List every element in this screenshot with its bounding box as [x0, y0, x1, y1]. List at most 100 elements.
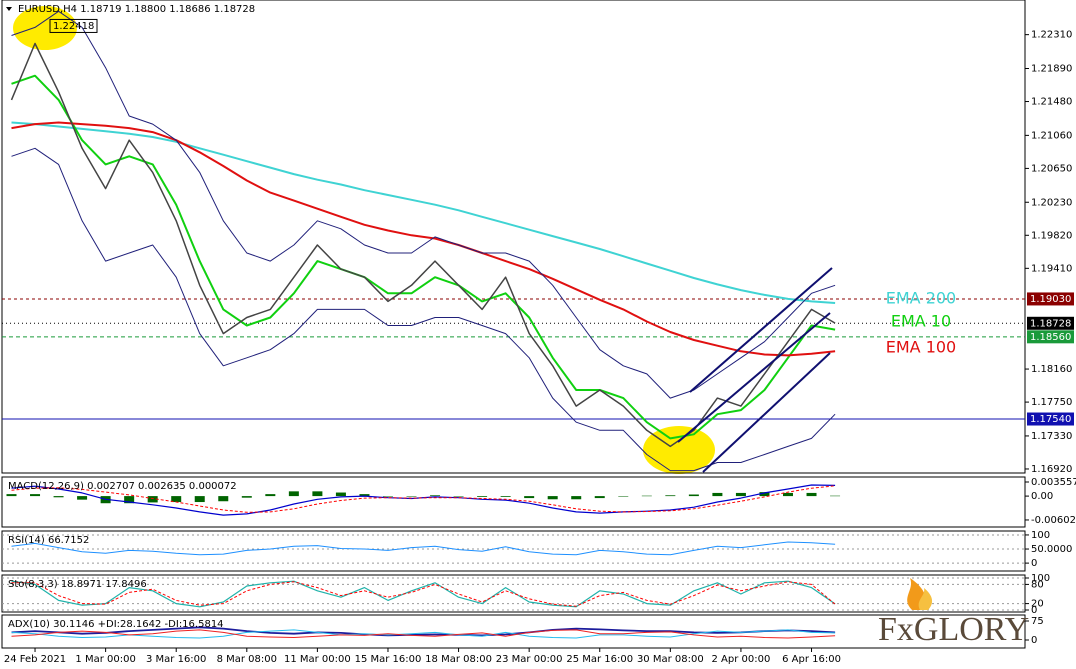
series-line — [11, 580, 836, 608]
histogram-bar — [30, 494, 41, 497]
annotation-box — [49, 18, 98, 33]
panel-title: EURUSD,H4 1.18719 1.18800 1.18686 1.1872… — [18, 4, 255, 15]
trend-channel — [677, 267, 833, 473]
y-tick-label: 1.17750 — [1031, 397, 1072, 408]
level-label-box — [1027, 330, 1074, 344]
histogram-bar — [430, 495, 441, 497]
panel: 100 50.0000 0 RSI(14) 66.7152 — [1, 530, 1072, 572]
level-label: 1.18728 — [1030, 318, 1071, 329]
y-tick-label: 1.21060 — [1031, 130, 1072, 141]
x-tick-label: 30 Mar 08:00 — [637, 654, 704, 665]
series-line — [11, 74, 836, 440]
y-tick-label: 1.21890 — [1031, 63, 1072, 74]
highlight — [13, 6, 77, 50]
panel-title: ADX(10) 30.1146 +DI:28.1642 -DI:16.5814 — [8, 619, 224, 630]
panel-title: Sto(8,3,3) 18.8971 17.8496 — [8, 579, 147, 590]
panel-title: RSI(14) 66.7152 — [8, 535, 89, 546]
histogram-bar — [547, 496, 558, 500]
series-line — [11, 629, 836, 639]
series-line — [11, 581, 836, 607]
panel: 75 0 ADX(10) 30.1146 +DI:28.1642 -DI:16.58… — [1, 614, 1044, 649]
panel-title: MACD(12,26,9) 0.002707 0.002635 0.000072 — [8, 481, 237, 492]
level-label: 1.17540 — [1030, 414, 1071, 425]
y-tick-label: 75 — [1031, 616, 1044, 627]
x-tick-label: 1 Mar 00:00 — [75, 654, 135, 665]
title-marker — [6, 7, 12, 11]
channel-line — [689, 267, 833, 393]
panel-frame — [1, 476, 1026, 528]
x-tick-label: 23 Mar 00:00 — [496, 654, 563, 665]
x-tick-label: 3 Mar 16:00 — [146, 654, 206, 665]
channel-line — [677, 312, 831, 443]
histogram-bar — [641, 495, 652, 497]
y-tick-label: 0 — [1031, 635, 1037, 646]
legend-entry: EMA 10 — [891, 312, 951, 331]
level-label-box — [1027, 412, 1074, 426]
level-label-box — [1027, 292, 1074, 306]
y-tick-label: 0 — [1031, 605, 1037, 616]
histogram-bar — [6, 494, 17, 497]
x-tick-label: 11 Mar 00:00 — [284, 654, 351, 665]
x-tick-label: 18 Mar 08:00 — [425, 654, 492, 665]
y-tick-label: 20 — [1031, 599, 1044, 610]
histogram-bar — [806, 492, 817, 497]
y-tick-label: 0.003557 — [1031, 477, 1076, 488]
y-tick-label: 1.20650 — [1031, 163, 1072, 174]
y-tick-label: 1.20230 — [1031, 197, 1072, 208]
x-tick-label: 25 Mar 16:00 — [566, 654, 633, 665]
panel-frame — [1, 574, 1026, 613]
histogram-bar — [594, 496, 605, 499]
legend-entry: EMA 100 — [886, 338, 956, 357]
x-tick-label: 15 Mar 16:00 — [355, 654, 422, 665]
legend-entry: EMA 200 — [886, 289, 956, 308]
histogram-bar — [382, 496, 393, 497]
histogram-bar — [288, 491, 299, 497]
y-tick-label: 1.22310 — [1031, 30, 1072, 41]
histogram-bar — [241, 496, 252, 498]
level-label-box — [1027, 316, 1074, 330]
histogram-bar — [359, 494, 370, 497]
panel: 0.003557 0.00 -0.006024 MACD(12,26,9) 0.002… — [1, 476, 1076, 528]
x-tick-label: 8 Mar 08:00 — [217, 654, 277, 665]
series-line — [11, 485, 836, 513]
y-tick-label: 1.17330 — [1031, 431, 1072, 442]
y-tick-label: 1.16920 — [1031, 464, 1072, 475]
histogram-bar — [265, 494, 276, 497]
y-tick-label: 80 — [1031, 579, 1044, 590]
y-tick-label: 1.19410 — [1031, 263, 1072, 274]
y-tick-label: 100 — [1031, 530, 1050, 541]
series-line — [11, 121, 836, 304]
flame-icon — [918, 588, 933, 610]
histogram-bar — [194, 496, 205, 503]
histogram-bar — [830, 495, 841, 497]
level-label: 1.18560 — [1030, 332, 1071, 343]
x-tick-label: 24 Feb 2021 — [4, 654, 66, 665]
histogram-bar — [759, 492, 770, 497]
y-tick-label: -0.006024 — [1031, 515, 1076, 526]
panel-frame — [1, 530, 1026, 572]
series-line — [11, 121, 836, 357]
histogram-bar — [53, 496, 64, 498]
y-tick-label: 1.21480 — [1031, 97, 1072, 108]
histogram-bar — [124, 496, 135, 504]
series-line — [11, 484, 836, 516]
histogram-bar — [218, 496, 229, 502]
histogram-bar — [406, 496, 417, 497]
highlight — [643, 426, 715, 474]
series-line — [11, 147, 836, 472]
histogram-bar — [665, 495, 676, 497]
level-label: 1.19030 — [1030, 294, 1071, 305]
histogram-bar — [335, 492, 346, 497]
series-line — [11, 626, 836, 637]
panel-frame — [1, 0, 1026, 474]
x-tick-label: 2 Apr 00:00 — [712, 654, 771, 665]
histogram-bar — [171, 496, 182, 503]
histogram-bar — [571, 496, 582, 500]
histogram-bar — [688, 494, 699, 497]
y-tick-label: 0 — [1031, 558, 1037, 569]
series-line — [11, 10, 836, 399]
histogram-bar — [735, 492, 746, 497]
y-tick-label: 50.0000 — [1031, 544, 1072, 555]
